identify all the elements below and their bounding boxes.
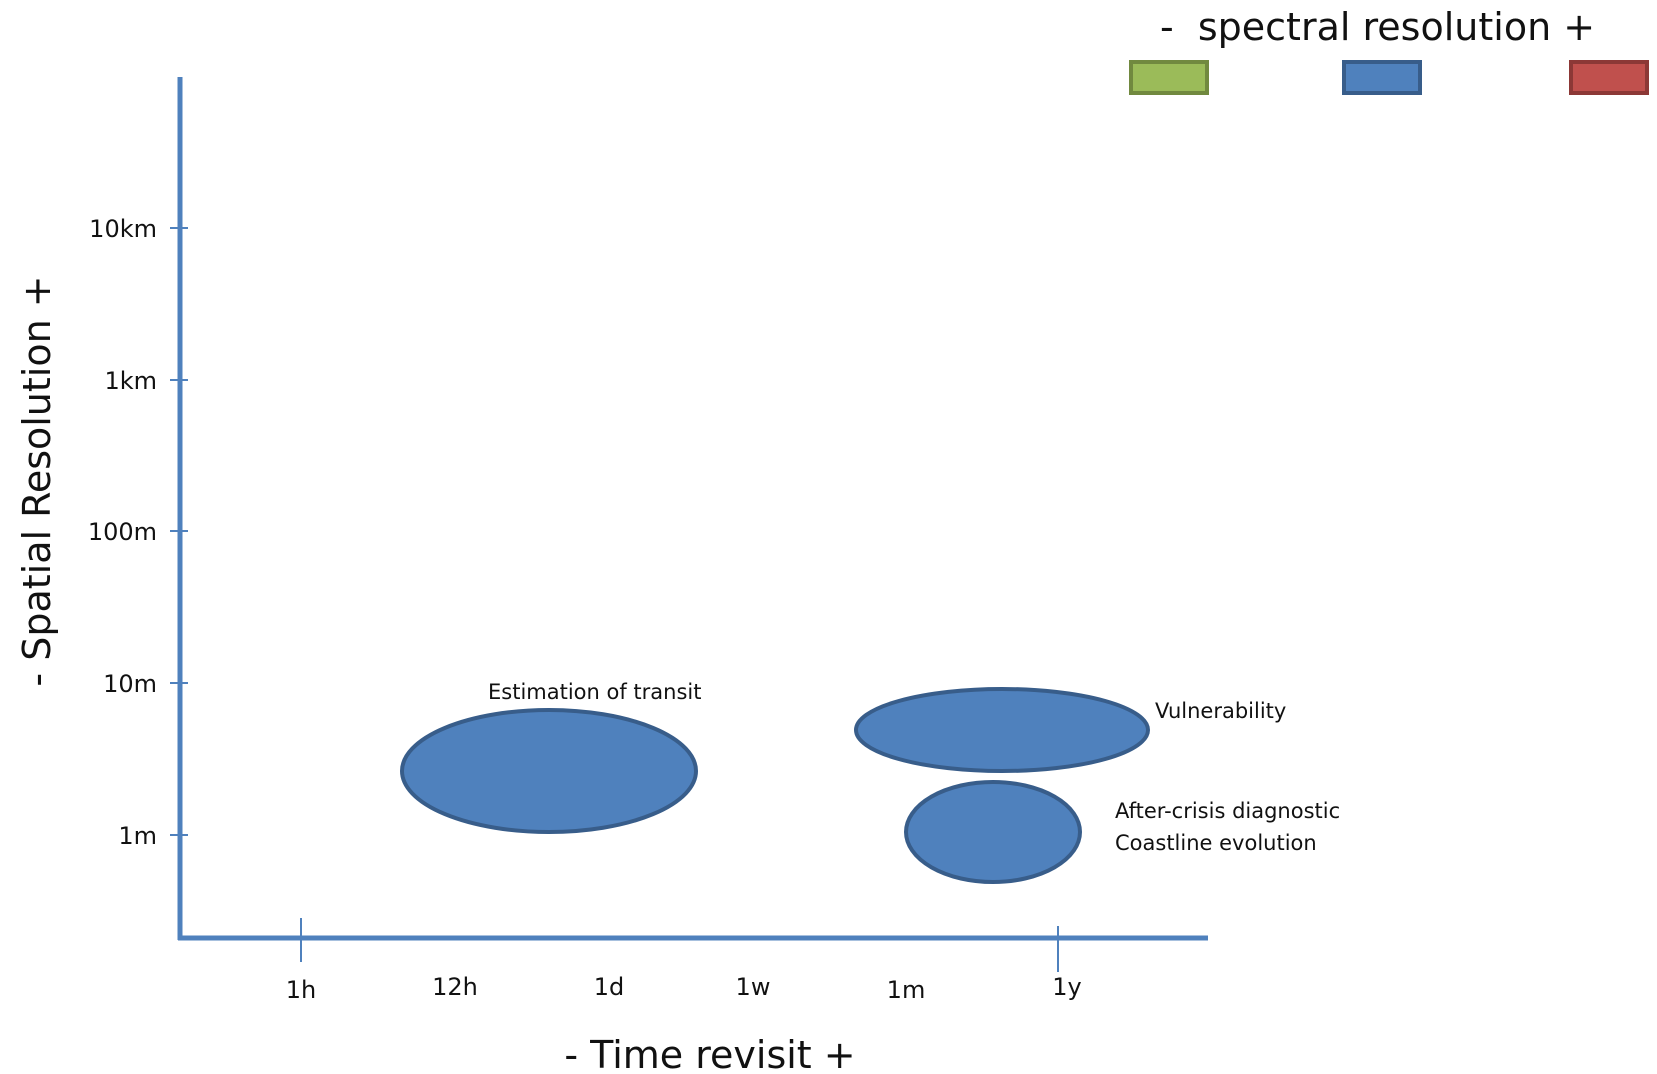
- y-tick-label-1km: 1km: [104, 367, 157, 395]
- axes: 10km 1km 100m 10m 1m 1h 12h 1d 1w 1m 1y …: [15, 77, 1208, 1074]
- label-vulnerability: Vulnerability: [1155, 699, 1286, 723]
- region-vulnerability: [854, 687, 1150, 773]
- label-estimation-of-transit: Estimation of transit: [488, 680, 701, 704]
- region-after-crisis: [904, 780, 1082, 884]
- x-tick-label-12h: 12h: [432, 973, 478, 1001]
- regions: Estimation of transit Vulnerability Afte…: [400, 680, 1340, 884]
- legend-swatch-blue: [1342, 60, 1422, 95]
- x-tick-label-1w: 1w: [736, 973, 771, 1001]
- legend-swatch-green: [1129, 60, 1209, 95]
- y-tick-label-10m: 10m: [103, 670, 157, 698]
- x-tick-label-1h: 1h: [286, 976, 316, 1004]
- y-axis-title: - Spatial Resolution +: [15, 275, 59, 686]
- region-estimation-of-transit: [400, 708, 698, 834]
- legend-swatch-red: [1569, 60, 1649, 95]
- y-tick-label-10km: 10km: [89, 215, 157, 243]
- x-tick-label-1m: 1m: [887, 976, 926, 1004]
- y-tick-label-1m: 1m: [118, 822, 157, 850]
- legend: - spectral resolution +: [1129, 5, 1649, 95]
- y-tick-label-100m: 100m: [88, 518, 157, 546]
- x-tick-label-1y: 1y: [1052, 973, 1081, 1001]
- x-axis-title: - Time revisit +: [564, 1033, 855, 1074]
- legend-title: - spectral resolution +: [1160, 5, 1595, 49]
- label-coastline-evolution: Coastline evolution: [1115, 831, 1317, 855]
- x-tick-label-1d: 1d: [594, 973, 625, 1001]
- label-after-crisis-diagnostic: After-crisis diagnostic: [1115, 799, 1340, 823]
